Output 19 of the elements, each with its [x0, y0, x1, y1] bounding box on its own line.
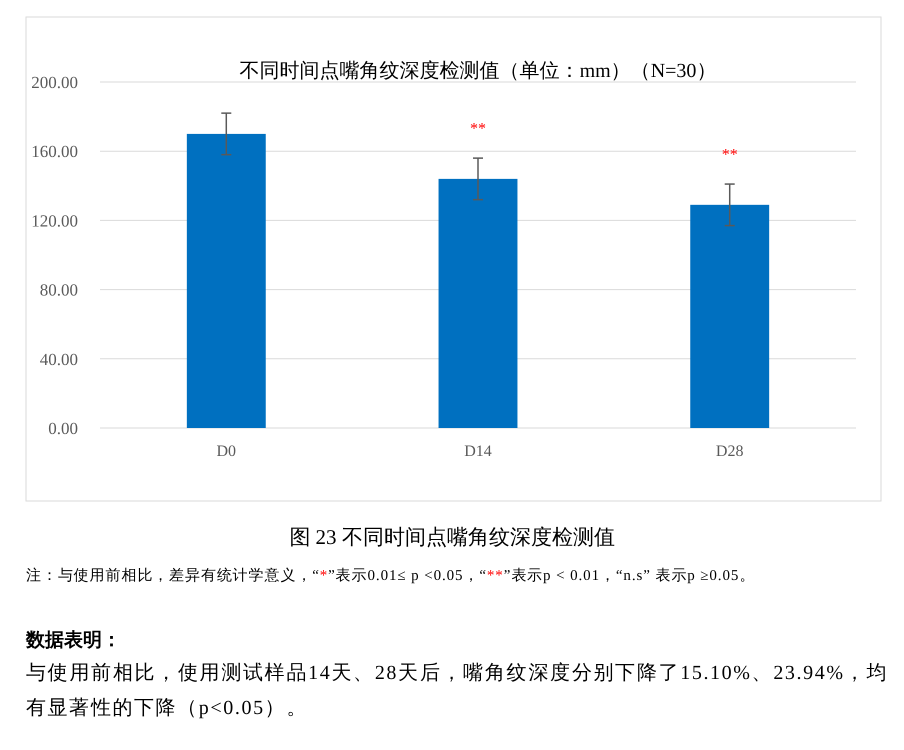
caption: 图 23 不同时间点嘴角纹深度检测值 [288, 524, 616, 551]
data-label: ** [470, 120, 486, 138]
chart-title: 不同时间点嘴角纹深度检测值（单位：mm）（N=30） [240, 60, 716, 82]
text: 与使用前相比，使用测试样品14天、28天后，嘴角纹深度分别下降了15.10%、23.94%，均有显著性的下降（p<0.05）。 [26, 661, 888, 721]
text: 注：与使用前相比，差异有统计学意义，“*”表示0.01≤ p <0.05，“**”表示p < 0.01，“n.s” 表示p ≥0.05。 [26, 566, 756, 585]
data-label: ** [722, 146, 738, 164]
x-tick-label: D0 [216, 443, 236, 460]
text: 数据表明： [26, 629, 122, 653]
y-tick-label: 40.00 [40, 350, 78, 369]
y-tick-label: 120.00 [31, 211, 78, 230]
y-tick-label: 200.00 [31, 72, 78, 92]
x-tick-label: D28 [716, 443, 744, 460]
bar [690, 204, 770, 428]
y-tick-label: 160.00 [31, 142, 78, 162]
y-tick-label: 0.00 [48, 418, 78, 438]
bar [186, 134, 266, 428]
bar [438, 178, 518, 428]
x-tick-label: D14 [464, 443, 492, 460]
y-tick-label: 80.00 [40, 280, 78, 300]
